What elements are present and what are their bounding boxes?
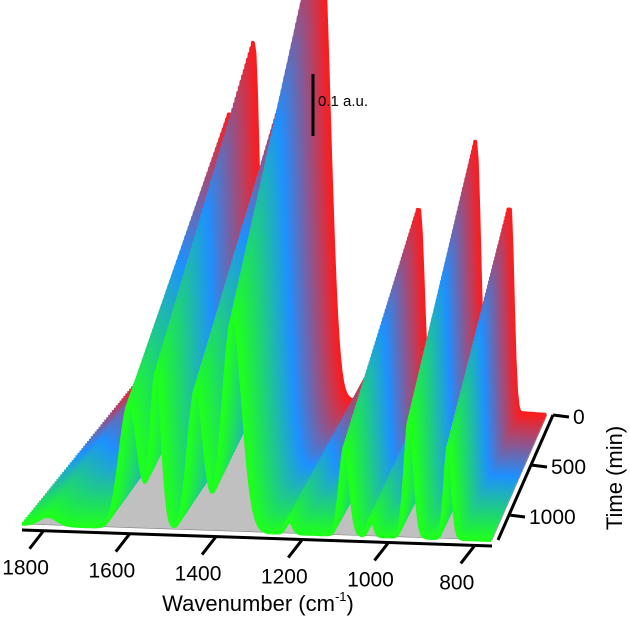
spectra-traces bbox=[21, 0, 547, 542]
time-tick-label: 500 bbox=[551, 456, 586, 479]
x-tick-mark bbox=[114, 532, 131, 553]
x-axis-title: Wavenumber (cm-1) bbox=[162, 589, 354, 616]
x-tick-label: 800 bbox=[439, 571, 474, 594]
time-tick-label: 1000 bbox=[529, 506, 576, 529]
x-tick-label: 1200 bbox=[261, 566, 308, 589]
time-axis-ticks: 0 500 1000 bbox=[508, 406, 586, 529]
time-tick-label: 0 bbox=[573, 406, 585, 429]
spectrum-trace bbox=[21, 315, 492, 542]
x-tick-mark bbox=[373, 541, 390, 562]
x-axis-ticks: 1800 1600 1400 1200 1000 800 bbox=[2, 529, 476, 594]
x-tick-label: 1000 bbox=[347, 568, 394, 591]
x-tick-label: 1600 bbox=[88, 560, 135, 583]
scale-bar-label: 0.1 a.u. bbox=[318, 93, 368, 110]
x-tick-label: 1400 bbox=[175, 563, 222, 586]
time-tick-mark bbox=[552, 413, 570, 419]
x-tick-mark bbox=[28, 529, 45, 550]
time-axis-line bbox=[496, 414, 555, 541]
x-tick-mark bbox=[287, 538, 304, 559]
x-axis-line bbox=[21, 528, 493, 548]
time-tick-mark bbox=[530, 463, 548, 469]
time-tick-mark bbox=[508, 513, 526, 519]
time-axis-title: Time (min) bbox=[602, 426, 627, 530]
x-tick-label: 1800 bbox=[2, 557, 49, 580]
x-tick-mark bbox=[200, 535, 218, 556]
x-tick-mark bbox=[459, 544, 476, 565]
